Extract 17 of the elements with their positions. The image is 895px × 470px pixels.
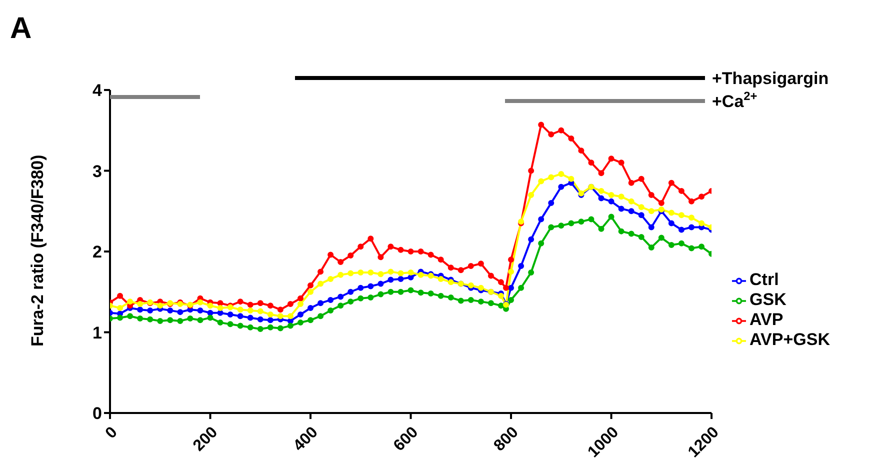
text: +Ca$^{2+}$ xyxy=(712,89,758,111)
legend-label: AVP+GSK xyxy=(750,330,830,349)
y-tick-label: 0 xyxy=(92,404,102,424)
legend-label: AVP xyxy=(750,310,784,329)
text: A xyxy=(10,12,32,46)
y-tick-label: 4 xyxy=(92,81,103,100)
y-tick-label: 3 xyxy=(92,162,102,181)
x-tick-label: 800 xyxy=(490,424,522,455)
y-tick-label: 2 xyxy=(92,242,102,262)
x-tick-label: 200 xyxy=(190,424,222,455)
legend-label: Ctrl xyxy=(750,270,779,289)
text: +Thapsigargin xyxy=(712,69,829,88)
y-axis-title: Fura-2 ratio (F340/F380) xyxy=(28,154,48,346)
x-tick-label: 400 xyxy=(290,424,322,455)
legend-label: GSK xyxy=(750,290,786,309)
x-tick-label: 600 xyxy=(390,424,422,455)
y-tick-label: 1 xyxy=(92,323,102,342)
